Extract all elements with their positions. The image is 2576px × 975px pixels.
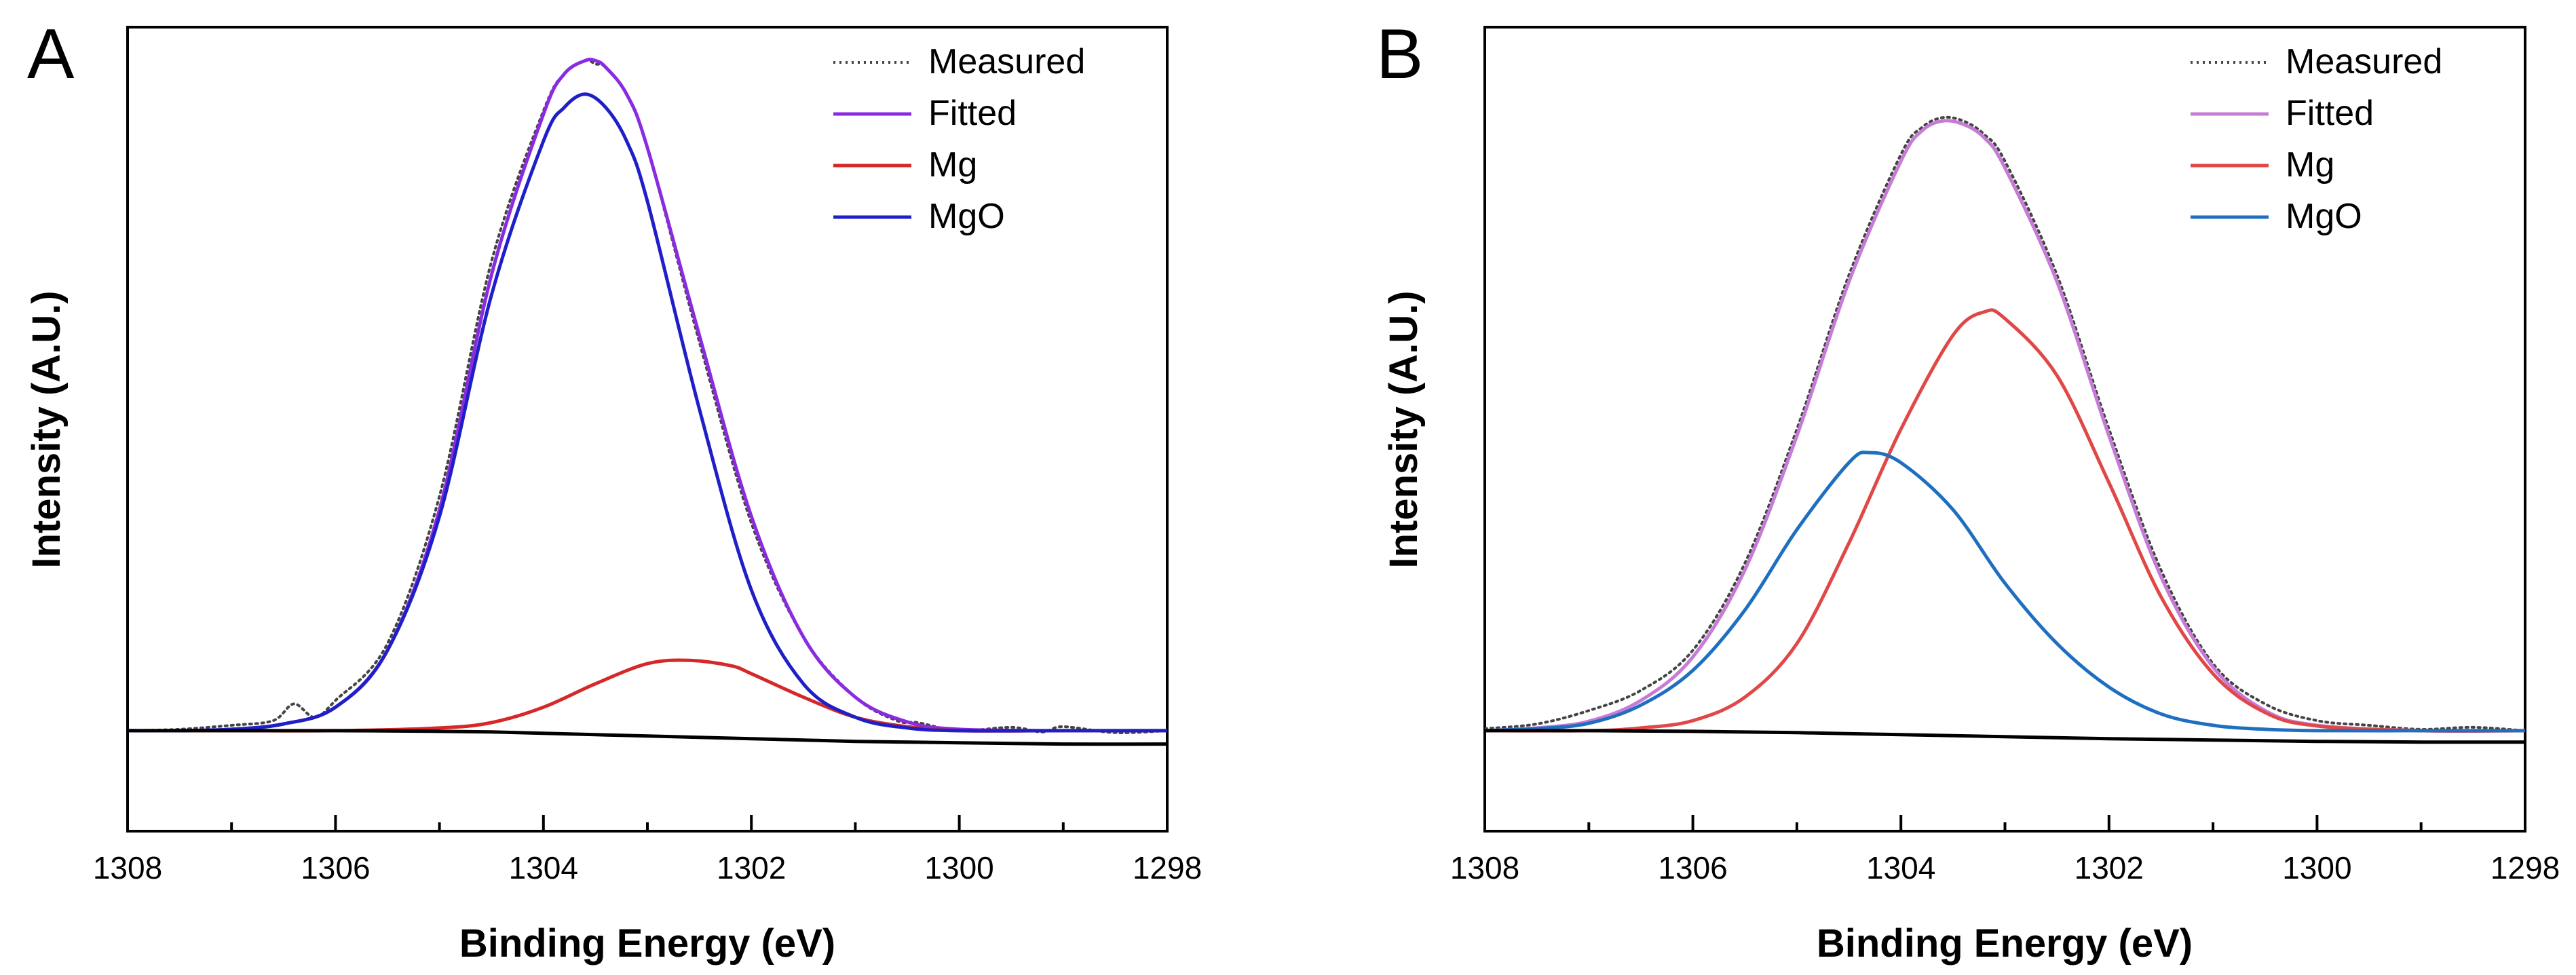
panel-b-x-tick-label: 1302 (2075, 850, 2144, 885)
panel-b-plot-frame (1483, 26, 2526, 833)
panel-b-legend-label-mg: Mg (2286, 145, 2334, 185)
panel-a-x-tick-labels: 1308 1306 1304 1302 1300 1298 (93, 850, 1202, 885)
panel-b-x-tick-labels: 1308 1306 1304 1302 1300 1298 (1450, 850, 2560, 885)
panel-b-x-axis-title: Binding Energy (eV) (1817, 921, 2193, 966)
panel-b-x-tick-label: 1300 (2282, 850, 2351, 885)
panel-a-x-tick-label: 1300 (924, 850, 993, 885)
panel-b-legend-label-measured: Measured (2286, 42, 2442, 81)
panel-a-series (128, 58, 1167, 746)
panel-a-series-mg (128, 658, 1167, 733)
panel-a-series-background (128, 729, 1167, 746)
panel-b-y-axis-title: Intensity (A.U.) (1382, 290, 1426, 568)
panel-a-legend-label-mgo: MgO (928, 197, 1005, 236)
panel-a-y-axis-title: Intensity (A.U.) (24, 290, 69, 568)
panel-b-x-ticks (1483, 815, 2526, 831)
panel-a-series-fitted (128, 58, 1167, 733)
panel-b-series-mg (1485, 308, 2525, 733)
panel-b-legend-label-fitted: Fitted (2286, 94, 2374, 133)
panel-b-series-background (1485, 729, 2525, 744)
panel-a-x-tick-label: 1304 (509, 850, 578, 885)
panel-b-x-tick-label: 1304 (1866, 850, 1935, 885)
panel-a-series-mgo (128, 92, 1167, 733)
panel-b-legend: Measured Fitted Mg MgO (2191, 42, 2442, 236)
panel-b-series-measured (1485, 115, 2525, 732)
panel-a-legend-label-measured: Measured (928, 42, 1085, 81)
panel-a-series-measured (128, 58, 1167, 734)
panel-b-series-fitted (1485, 119, 2525, 733)
panel-b-letter: B (1376, 15, 1423, 94)
panel-a-legend-label-mg: Mg (928, 145, 977, 185)
panel-a-letter: A (27, 15, 75, 94)
panel-a-x-ticks (126, 815, 1169, 831)
panel-a-legend-label-fitted: Fitted (928, 94, 1017, 133)
panel-b-x-tick-label: 1298 (2490, 850, 2560, 885)
panel-b-series-mgo (1485, 451, 2525, 733)
panel-a-x-tick-label: 1302 (717, 850, 786, 885)
panel-b-x-tick-label: 1306 (1658, 850, 1727, 885)
panel-a-x-tick-label: 1308 (93, 850, 162, 885)
panel-b-series (1485, 115, 2525, 744)
panel-b-legend-label-mgo: MgO (2286, 197, 2362, 236)
panel-a-x-tick-label: 1298 (1133, 850, 1202, 885)
panel-a-legend: Measured Fitted Mg MgO (833, 42, 1085, 236)
panel-a: A 1308 1306 1304 1302 1300 1298 Binding Energ… (24, 15, 1202, 966)
panel-b: B 1308 1306 1304 1302 1300 1298 Binding Energ… (1376, 15, 2560, 966)
panel-a-x-tick-label: 1306 (301, 850, 370, 885)
panel-b-x-tick-label: 1308 (1450, 850, 1519, 885)
panel-a-x-axis-title: Binding Energy (eV) (459, 921, 835, 966)
